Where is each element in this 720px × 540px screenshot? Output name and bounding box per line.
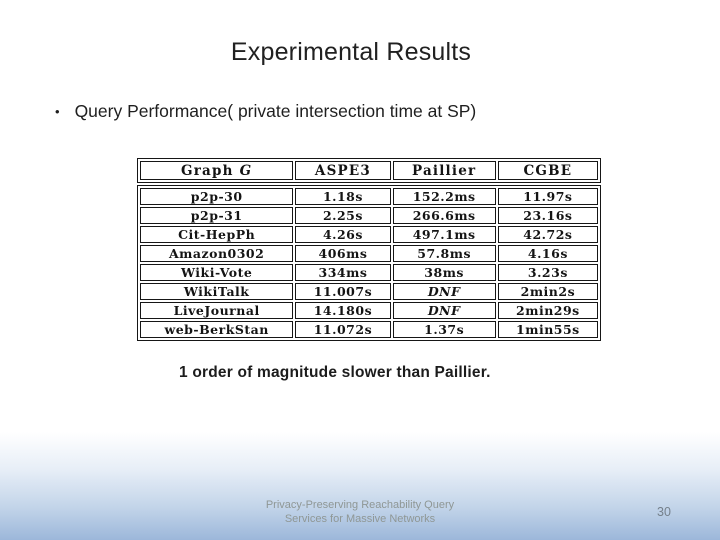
- footer: Privacy-Preserving Reachability Query Se…: [0, 499, 720, 526]
- note-text: 1 order of magnitude slower than Paillie…: [179, 364, 491, 381]
- table-row: Wiki-Vote 334ms 38ms 3.23s: [140, 264, 598, 281]
- table-cell: 11.007s: [295, 283, 391, 300]
- table-cell: WikiTalk: [140, 283, 294, 300]
- table-cell: 14.180s: [295, 302, 391, 319]
- table-cell: 152.2ms: [392, 188, 496, 205]
- table-row: p2p-31 2.25s 266.6ms 23.16s: [140, 207, 598, 224]
- results-table: Graph G ASPE3 Paillier CGBE p2p-30 1.18s 1…: [137, 158, 601, 341]
- col-header-graph-label: Graph: [181, 162, 240, 179]
- table-cell: LiveJournal: [140, 302, 294, 319]
- table-cell: 42.72s: [497, 226, 598, 243]
- table-cell: 3.23s: [497, 264, 598, 281]
- table-row: Amazon0302 406ms 57.8ms 4.16s: [140, 245, 598, 262]
- table-cell: p2p-30: [140, 188, 294, 205]
- table-cell: 2min29s: [497, 302, 598, 319]
- table-cell: 57.8ms: [392, 245, 496, 262]
- col-header-graph: Graph G: [140, 161, 294, 180]
- table-cell: 11.072s: [295, 321, 391, 338]
- table-header-row: Graph G ASPE3 Paillier CGBE: [140, 161, 598, 180]
- footer-line-1: Privacy-Preserving Reachability Query: [265, 499, 455, 511]
- col-header-aspe3: ASPE3: [295, 161, 391, 180]
- table-cell: Cit-HepPh: [140, 226, 294, 243]
- results-table-body: p2p-30 1.18s 152.2ms 11.97s p2p-31 2.25s 266.6…: [137, 185, 601, 341]
- results-table-header: Graph G ASPE3 Paillier CGBE: [137, 158, 601, 183]
- table-cell: web-BerkStan: [140, 321, 294, 338]
- table-cell: 266.6ms: [392, 207, 496, 224]
- slide-title: Experimental Results: [230, 38, 472, 66]
- table-row: web-BerkStan 11.072s 1.37s 1min55s: [140, 321, 598, 338]
- table-row: p2p-30 1.18s 152.2ms 11.97s: [140, 188, 598, 205]
- col-header-paillier: Paillier: [392, 161, 496, 180]
- page-number: 30: [657, 505, 671, 519]
- table-cell: 1.37s: [392, 321, 496, 338]
- footer-line-2: Services for Massive Networks: [284, 512, 436, 525]
- col-header-graph-variable: G: [239, 162, 253, 179]
- table-cell: Wiki-Vote: [140, 264, 294, 281]
- table-cell: 334ms: [295, 264, 391, 281]
- table-cell: 4.26s: [295, 226, 391, 243]
- table-cell: 2min2s: [497, 283, 598, 300]
- table-cell: 1.18s: [295, 188, 391, 205]
- table-cell: 23.16s: [497, 207, 598, 224]
- table-cell: 11.97s: [497, 188, 598, 205]
- table-cell: 406ms: [295, 245, 391, 262]
- table-cell: 1min55s: [497, 321, 598, 338]
- table-cell: 4.16s: [497, 245, 598, 262]
- table-cell: 497.1ms: [392, 226, 496, 243]
- table-row: WikiTalk 11.007s DNF 2min2s: [140, 283, 598, 300]
- bullet-item: • Query Performance( private intersectio…: [55, 101, 476, 123]
- table-row: Cit-HepPh 4.26s 497.1ms 42.72s: [140, 226, 598, 243]
- table-cell: Amazon0302: [140, 245, 294, 262]
- table-row: LiveJournal 14.180s DNF 2min29s: [140, 302, 598, 319]
- table-cell: p2p-31: [140, 207, 294, 224]
- table-cell: DNF: [392, 302, 496, 319]
- table-cell: DNF: [392, 283, 496, 300]
- bullet-text: Query Performance( private intersection …: [74, 101, 477, 121]
- table-cell: 38ms: [392, 264, 496, 281]
- table-cell: 2.25s: [295, 207, 391, 224]
- col-header-cgbe: CGBE: [497, 161, 598, 180]
- bullet-dot-icon: •: [55, 104, 60, 119]
